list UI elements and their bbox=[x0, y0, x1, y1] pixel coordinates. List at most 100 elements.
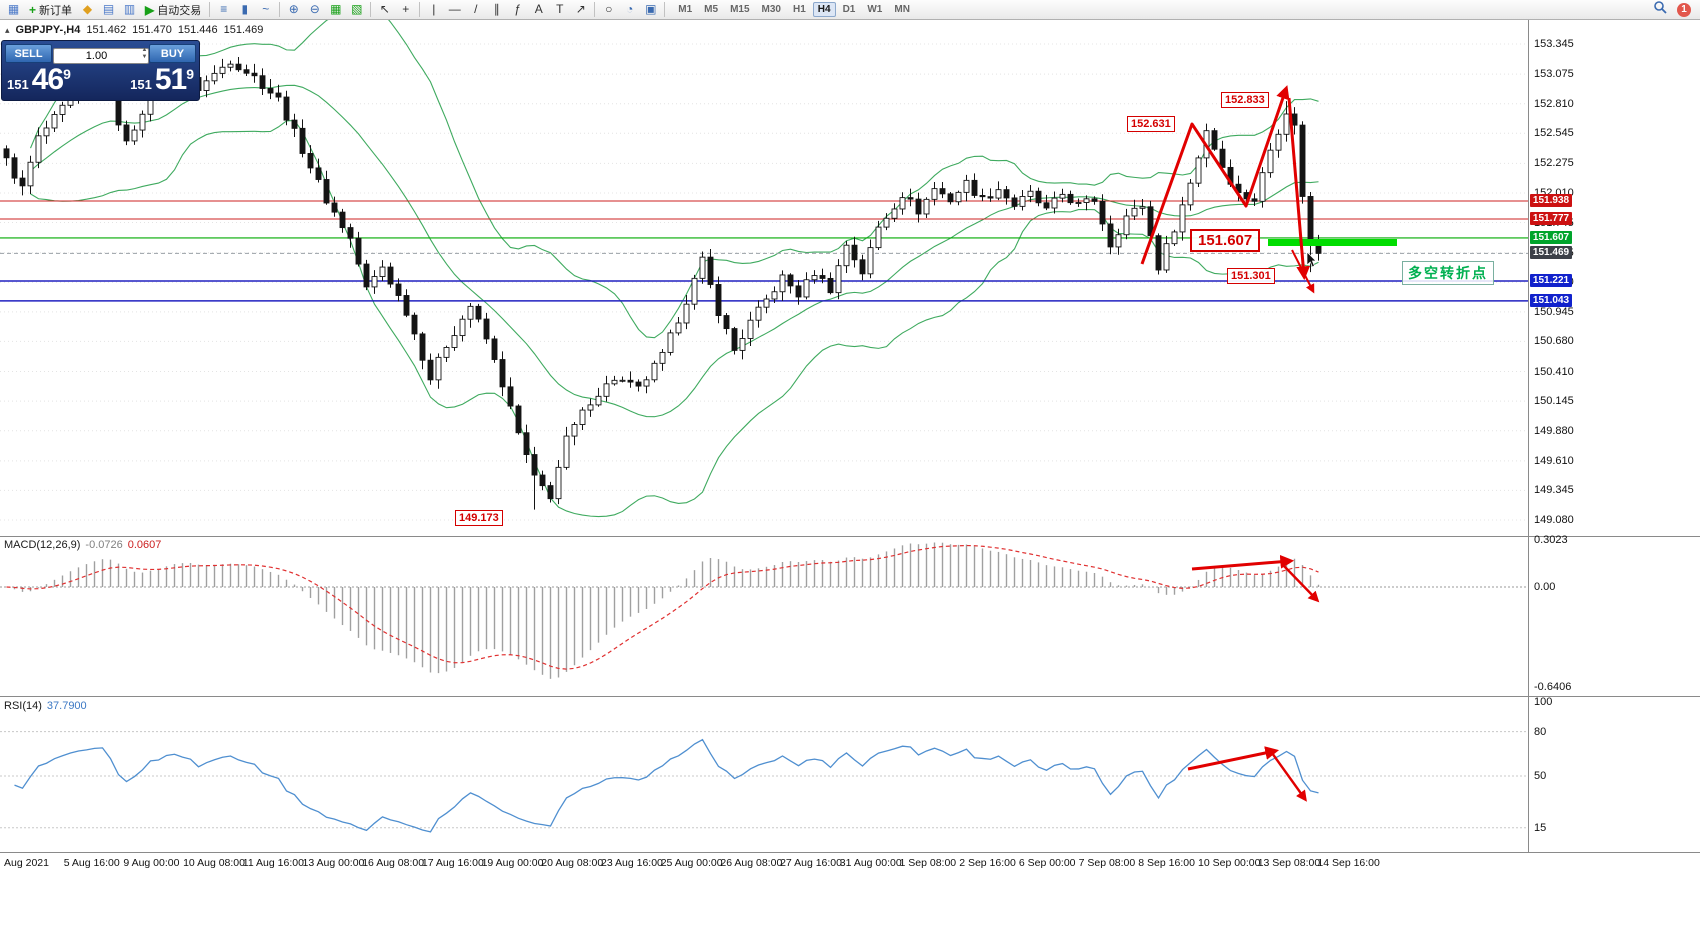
timeframe-bar: M1 M5 M15 M30 H1 H4 D1 W1 MN bbox=[672, 2, 916, 17]
time-axis[interactable]: Aug 2021 5 Aug 16:00 9 Aug 00:00 10 Aug 08:… bbox=[0, 853, 1700, 875]
price-level-badge: 151.777 bbox=[1530, 211, 1572, 225]
candlestick-chart-icon[interactable]: ▮ bbox=[241, 2, 249, 16]
low-label-149-173[interactable]: 149.173 bbox=[455, 510, 503, 526]
zoom-in-icon[interactable]: ⊕ bbox=[288, 2, 299, 16]
timeframe-mn[interactable]: MN bbox=[894, 4, 910, 15]
time-axis-separator bbox=[0, 852, 1700, 853]
tile-windows-icon[interactable]: ▦ bbox=[330, 2, 342, 16]
price-tick-label: 153.345 bbox=[1534, 38, 1574, 50]
peak-label-152-631[interactable]: 152.631 bbox=[1127, 116, 1175, 132]
timeframe-m15[interactable]: M15 bbox=[730, 4, 750, 15]
autotrade-button[interactable]: ▶ 自动交易 bbox=[140, 1, 206, 18]
time-tick-label: 8 Sep 16:00 bbox=[1138, 857, 1195, 869]
timeframe-m30[interactable]: M30 bbox=[761, 4, 781, 15]
symbol-header: ▴ GBPJPY-,H4 151.462 151.470 151.446 151… bbox=[5, 24, 263, 36]
lot-spinner[interactable]: ▲ ▼ bbox=[141, 46, 148, 60]
low-label-151-301[interactable]: 151.301 bbox=[1227, 268, 1275, 284]
label-icon[interactable]: T bbox=[556, 2, 564, 16]
buy-button[interactable]: BUY bbox=[149, 44, 196, 63]
rsi-panel-separator[interactable] bbox=[0, 696, 1700, 697]
time-tick-label: 9 Aug 00:00 bbox=[123, 857, 180, 869]
time-tick-label: 2 Sep 16:00 bbox=[959, 857, 1016, 869]
macd-panel-separator[interactable] bbox=[0, 536, 1700, 537]
cascade-windows-icon[interactable]: ▧ bbox=[351, 2, 363, 16]
ohlc-high: 151.470 bbox=[132, 24, 172, 36]
sell-button[interactable]: SELL bbox=[5, 44, 52, 63]
toolbar-separator bbox=[594, 2, 596, 17]
autotrade-button-glyph: ▶ bbox=[145, 2, 155, 17]
price-tick-label: 149.880 bbox=[1534, 424, 1574, 437]
lot-size-input[interactable] bbox=[52, 47, 149, 64]
time-tick-label: 31 Aug 00:00 bbox=[839, 857, 902, 869]
time-tick-label: 5 Aug 16:00 bbox=[63, 857, 120, 869]
bar-chart-icon[interactable]: ≡ bbox=[220, 2, 228, 16]
time-tick-label: 13 Aug 00:00 bbox=[302, 857, 365, 869]
cursor-icon[interactable]: ↖ bbox=[379, 2, 390, 16]
timeframe-h1[interactable]: H1 bbox=[792, 4, 806, 15]
fibonacci-icon[interactable]: ƒ bbox=[514, 2, 522, 16]
channel-icon[interactable]: ∥ bbox=[493, 2, 500, 16]
notification-badge[interactable]: 1 bbox=[1677, 2, 1691, 17]
toolbar-separator bbox=[419, 2, 421, 17]
horizontal-line-icon[interactable]: — bbox=[448, 2, 461, 16]
time-tick-label: 27 Aug 16:00 bbox=[780, 857, 842, 869]
ask-price: 151 51 9 bbox=[130, 63, 194, 96]
line-chart-icon[interactable]: ~ bbox=[262, 2, 270, 16]
price-tick-label: 149.610 bbox=[1534, 454, 1574, 467]
time-tick-label: 10 Aug 08:00 bbox=[183, 857, 245, 869]
clock-icon[interactable]: ◔ bbox=[626, 2, 634, 16]
price-level-badge: 151.938 bbox=[1530, 194, 1572, 208]
picture-icon[interactable]: ▣ bbox=[645, 2, 657, 16]
price-level-badge: 151.043 bbox=[1530, 293, 1572, 307]
chart-profiles-icon[interactable]: ◆ bbox=[82, 2, 93, 16]
text-icon[interactable]: A bbox=[534, 2, 543, 16]
price-tick-label: 149.345 bbox=[1534, 484, 1574, 497]
macd-tick-label: -0.6406 bbox=[1534, 680, 1572, 693]
crosshair-icon[interactable]: + bbox=[402, 2, 410, 16]
market-watch-icon[interactable]: ▤ bbox=[102, 2, 115, 16]
main-chart-canvas[interactable] bbox=[0, 20, 1528, 536]
time-tick-label: 13 Sep 08:00 bbox=[1257, 857, 1321, 869]
ohlc-close: 151.469 bbox=[223, 24, 264, 36]
rsi-indicator-label: RSI(14) 37.7900 bbox=[4, 700, 87, 712]
autotrade-button-label: 自动交易 bbox=[157, 4, 202, 17]
time-tick-label: 6 Sep 00:00 bbox=[1018, 857, 1076, 869]
time-tick-label: 14 Sep 16:00 bbox=[1317, 857, 1380, 869]
search-icon[interactable] bbox=[1653, 0, 1667, 19]
timeframe-d1[interactable]: D1 bbox=[842, 4, 856, 15]
price-tick-label: 149.080 bbox=[1534, 513, 1574, 526]
price-scale[interactable]: 153.345 153.075 152.810 152.545 152.275 152.0… bbox=[1528, 0, 1700, 941]
new-chart-icon[interactable]: ▦ bbox=[7, 2, 20, 16]
time-tick-label: 20 Aug 08:00 bbox=[541, 857, 604, 869]
time-tick-label: 19 Aug 00:00 bbox=[481, 857, 544, 869]
bid-price: 151 46 9 bbox=[7, 63, 71, 96]
timeframe-m1[interactable]: M1 bbox=[678, 4, 693, 15]
turning-point-label[interactable]: 多空转折点 bbox=[1402, 261, 1494, 285]
navigator-icon[interactable]: ▥ bbox=[123, 2, 136, 16]
time-tick-label: 11 Aug 16:00 bbox=[242, 857, 304, 869]
time-tick-label: 25 Aug 00:00 bbox=[660, 857, 723, 869]
timeframe-m5[interactable]: M5 bbox=[704, 4, 719, 15]
shapes-icon[interactable]: ○ bbox=[605, 2, 613, 16]
new-order-button[interactable]: + 新订单 bbox=[24, 1, 77, 18]
trendline-icon[interactable]: / bbox=[474, 2, 478, 16]
macd-tick-label: 0.3023 bbox=[1534, 533, 1568, 546]
vertical-line-icon[interactable]: | bbox=[432, 2, 436, 16]
price-tick-label: 152.545 bbox=[1534, 127, 1574, 140]
macd-panel-canvas[interactable] bbox=[0, 537, 1528, 695]
peak-label-152-833[interactable]: 152.833 bbox=[1221, 92, 1269, 108]
zoom-out-icon[interactable]: ⊖ bbox=[309, 2, 320, 16]
new-order-button-label: 新订单 bbox=[39, 4, 73, 17]
arrows-icon[interactable]: ↗ bbox=[575, 2, 586, 16]
price-tick-label: 150.945 bbox=[1534, 305, 1574, 318]
price-level-badge: 151.469 bbox=[1530, 246, 1572, 260]
ohlc-low: 151.446 bbox=[177, 24, 218, 36]
timeframe-h4[interactable]: H4 bbox=[812, 2, 836, 17]
time-tick-label: 26 Aug 08:00 bbox=[720, 857, 783, 869]
rsi-tick-label: 80 bbox=[1534, 725, 1547, 738]
level-label-151-607[interactable]: 151.607 bbox=[1190, 229, 1261, 252]
timeframe-w1[interactable]: W1 bbox=[867, 4, 883, 15]
rsi-tick-label: 100 bbox=[1534, 696, 1553, 708]
toolbar-separator bbox=[370, 2, 372, 17]
rsi-panel-canvas[interactable] bbox=[0, 697, 1528, 852]
